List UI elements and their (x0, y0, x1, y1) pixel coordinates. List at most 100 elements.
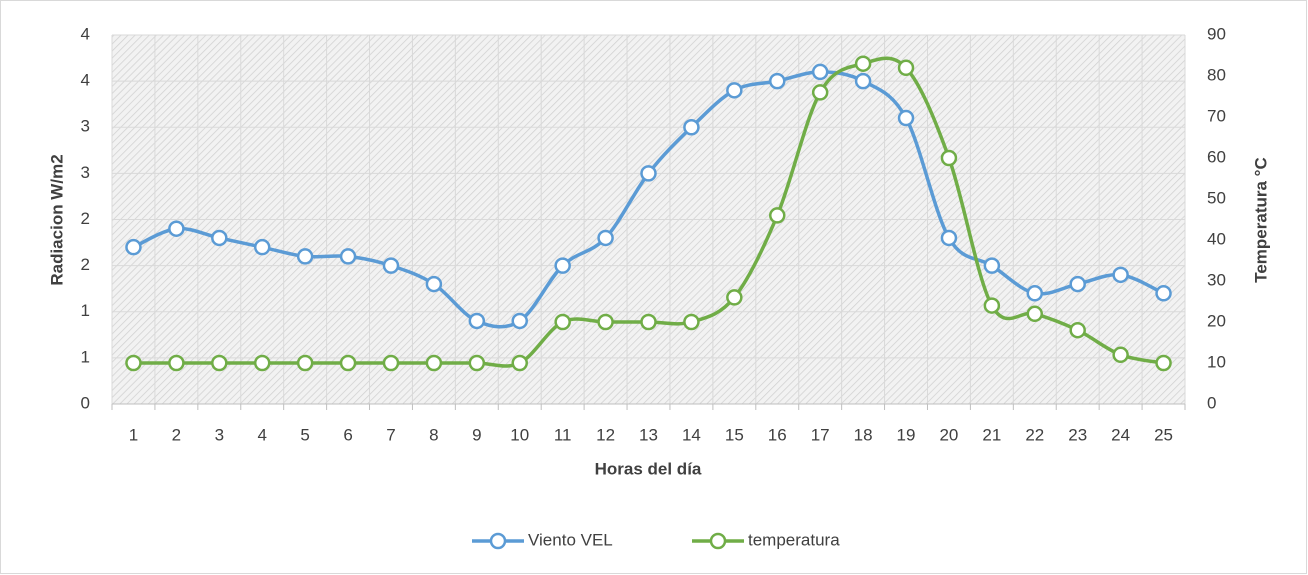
x-tick-label: 21 (982, 425, 1001, 444)
x-tick-label: 15 (725, 425, 744, 444)
marker (1069, 321, 1086, 339)
marker (854, 55, 872, 72)
marker (125, 238, 142, 256)
y2-tick-label: 90 (1207, 24, 1226, 43)
marker (726, 82, 743, 99)
x-tick-label: 5 (300, 425, 309, 444)
marker (1069, 275, 1086, 293)
y-tick-label: 4 (81, 71, 90, 90)
marker (1155, 354, 1172, 372)
marker (1155, 285, 1172, 302)
y2-tick-label: 20 (1207, 311, 1226, 330)
x-tick-label: 17 (811, 425, 830, 444)
x-tick-label: 24 (1111, 425, 1130, 444)
marker (1026, 305, 1044, 323)
x-tick-label: 7 (386, 425, 395, 444)
marker (468, 354, 486, 372)
marker (769, 207, 786, 224)
y-axis-title: Radiacion W/m2 (47, 154, 66, 285)
y2-axis-title: Temperatura °C (1251, 157, 1270, 283)
marker (511, 354, 528, 372)
x-tick-label: 4 (257, 425, 266, 444)
marker (168, 220, 185, 237)
y-tick-label: 1 (81, 301, 90, 320)
marker (1026, 285, 1044, 302)
marker (854, 72, 872, 90)
x-tick-label: 25 (1154, 425, 1173, 444)
marker (769, 72, 786, 90)
x-tick-label: 10 (510, 425, 529, 444)
marker (1112, 266, 1129, 284)
x-tick-label: 11 (554, 425, 572, 444)
y2-tick-label: 0 (1207, 393, 1216, 412)
marker (897, 109, 915, 127)
marker (339, 248, 357, 265)
x-tick-label: 16 (768, 425, 787, 444)
y-tick-label: 0 (81, 393, 90, 412)
marker (811, 63, 829, 81)
marker (811, 84, 829, 101)
marker (211, 229, 228, 247)
marker (211, 354, 228, 372)
marker (940, 229, 958, 247)
legend-label: temperatura (748, 530, 840, 549)
marker (253, 238, 271, 256)
marker (726, 289, 743, 306)
x-tick-label: 6 (343, 425, 352, 444)
x-tick-label: 18 (854, 425, 873, 444)
marker (554, 257, 571, 274)
y2-tick-label: 30 (1207, 270, 1226, 289)
x-tick-label: 20 (939, 425, 958, 444)
y2-tick-label: 40 (1207, 229, 1226, 248)
legend-marker (709, 532, 727, 550)
marker (1112, 346, 1129, 364)
marker (168, 354, 185, 372)
x-tick-label: 14 (682, 425, 701, 444)
marker (640, 165, 657, 182)
marker (382, 354, 400, 372)
marker (125, 354, 142, 372)
marker (683, 313, 700, 331)
marker (597, 229, 614, 247)
x-tick-label: 1 (129, 425, 138, 444)
marker (940, 149, 958, 167)
legend-marker (489, 532, 507, 550)
legend-label: Viento VEL (528, 530, 613, 549)
marker (897, 59, 915, 77)
marker (339, 354, 357, 372)
marker (468, 312, 486, 330)
y-tick-label: 3 (81, 117, 90, 136)
y-tick-label: 2 (81, 255, 90, 274)
marker (425, 275, 443, 293)
marker (554, 313, 571, 331)
marker (296, 248, 314, 265)
x-tick-label: 3 (215, 425, 224, 444)
y2-tick-label: 60 (1207, 147, 1226, 166)
x-tick-label: 2 (172, 425, 181, 444)
marker (640, 313, 657, 331)
marker (597, 313, 614, 331)
y2-tick-label: 70 (1207, 106, 1226, 125)
x-tick-label: 12 (596, 425, 615, 444)
marker (683, 119, 700, 136)
x-tick-label: 8 (429, 425, 438, 444)
y-tick-label: 3 (81, 163, 90, 182)
y-tick-label: 4 (81, 24, 90, 43)
marker (983, 297, 1001, 314)
x-tick-label: 9 (472, 425, 481, 444)
x-tick-label: 13 (639, 425, 658, 444)
marker (425, 354, 443, 372)
y-tick-label: 1 (81, 347, 90, 366)
y2-tick-label: 10 (1207, 352, 1226, 371)
marker (253, 354, 271, 372)
marker (983, 257, 1001, 274)
x-tick-label: 22 (1025, 425, 1044, 444)
x-tick-label: 23 (1068, 425, 1087, 444)
marker (382, 257, 400, 274)
y2-tick-label: 80 (1207, 65, 1226, 84)
y2-tick-label: 50 (1207, 188, 1226, 207)
x-axis-title: Horas del día (595, 459, 702, 478)
x-tick-label: 19 (897, 425, 916, 444)
y-tick-label: 2 (81, 209, 90, 228)
